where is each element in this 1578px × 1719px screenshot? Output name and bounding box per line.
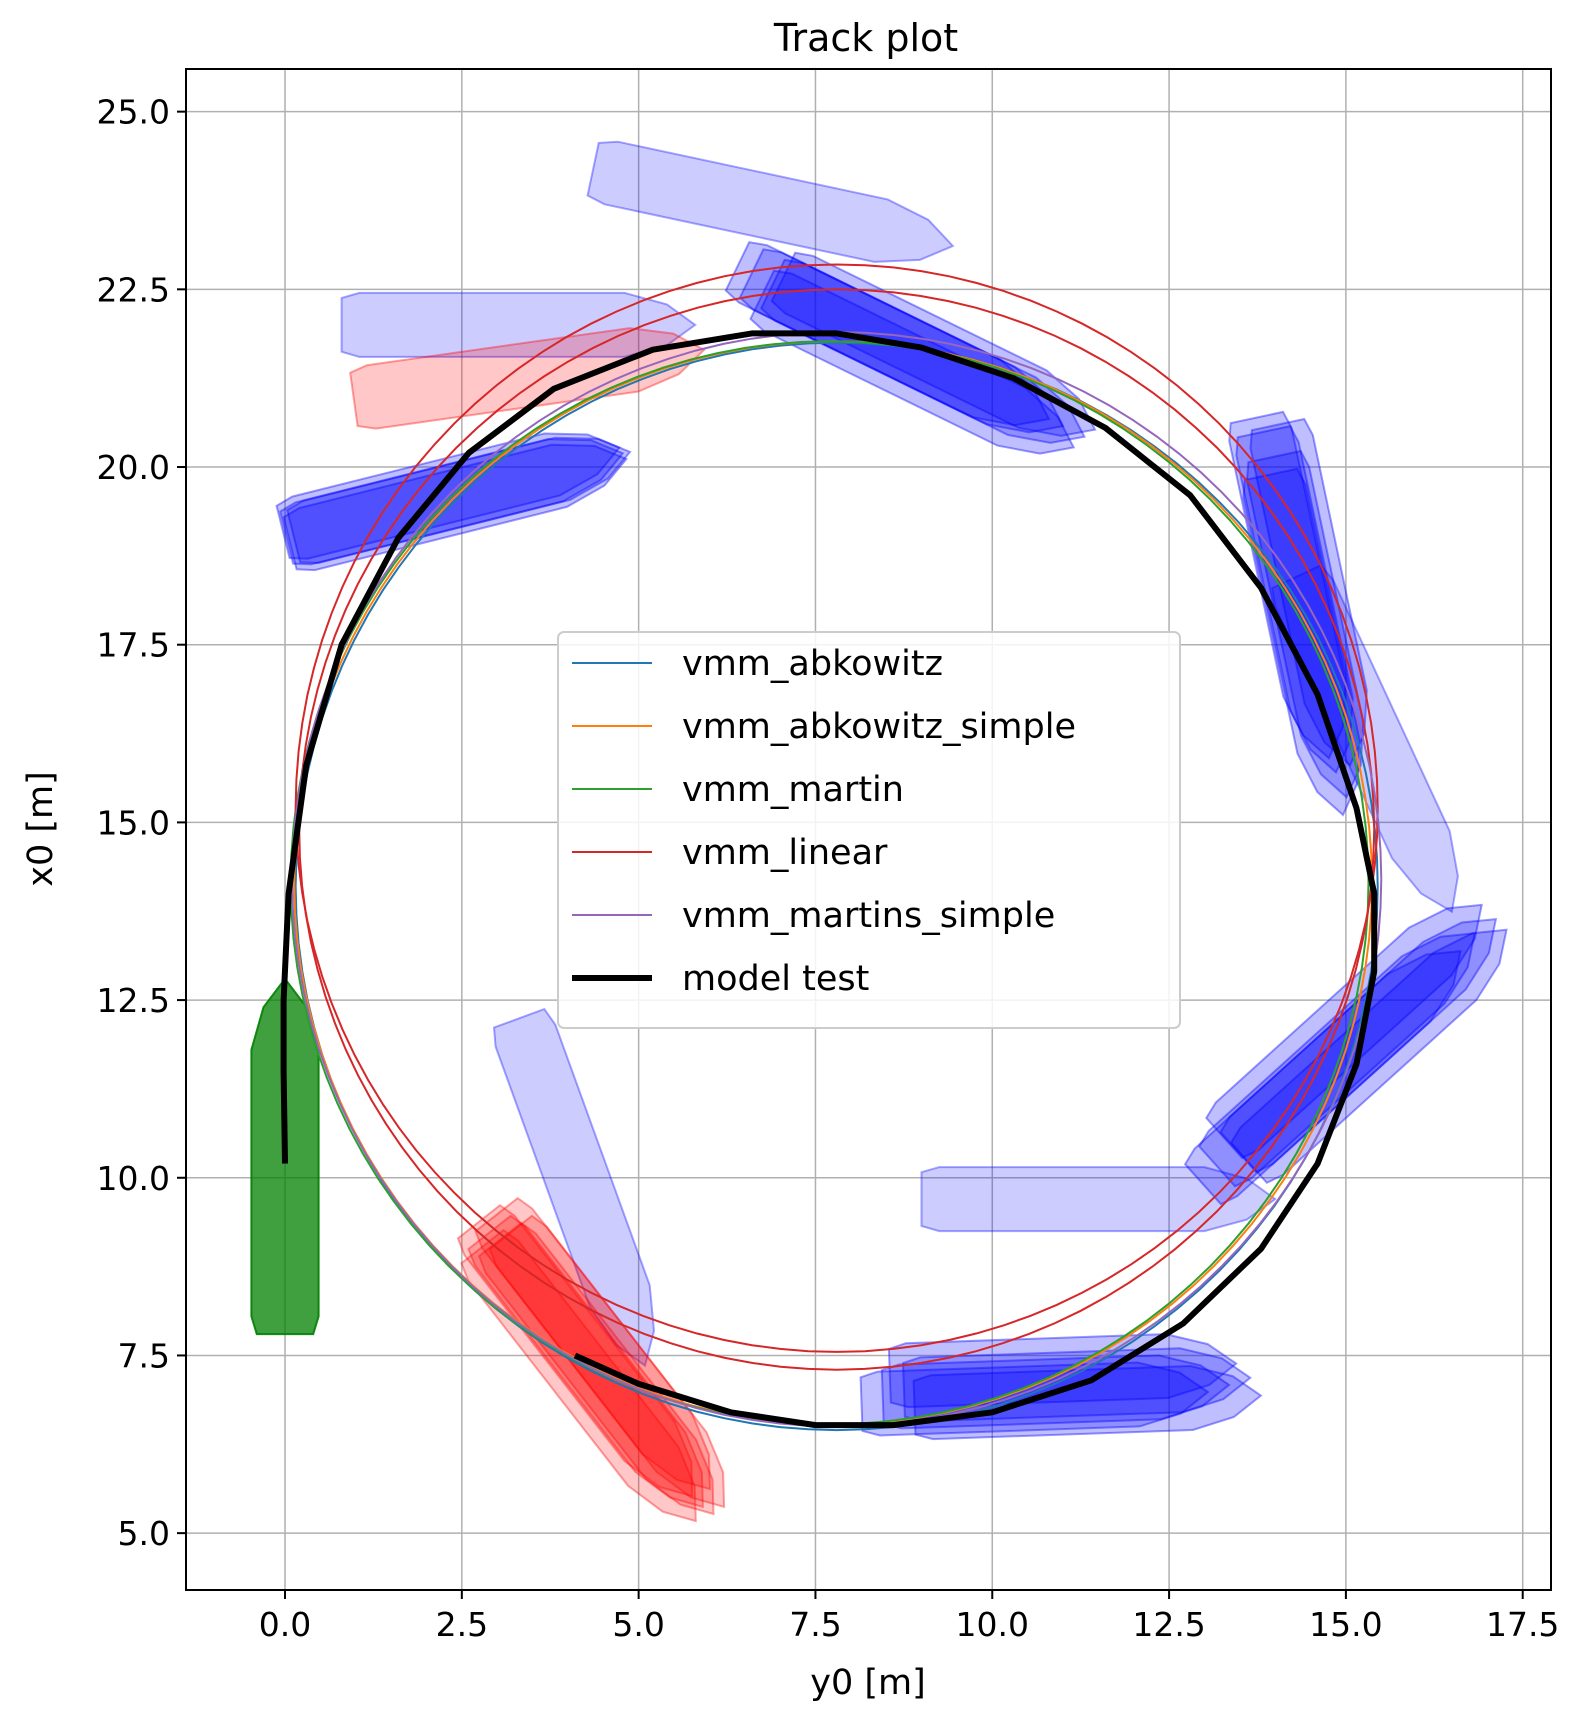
legend-label: vmm_martins_simple: [682, 896, 1055, 936]
legend-box: [557, 631, 1181, 1029]
y-tick-label: 12.5: [97, 981, 170, 1020]
x-axis-label: y0 [m]: [810, 1663, 926, 1703]
y-tick-label: 10.0: [97, 1159, 170, 1198]
y-tick-label: 5.0: [118, 1514, 170, 1553]
x-tick-label: 2.5: [436, 1605, 488, 1644]
x-tick-label: 15.0: [1309, 1605, 1382, 1644]
y-tick-label: 20.0: [97, 448, 170, 487]
legend: vmm_abkowitz vmm_abkowitz_simple vmm_marti…: [557, 631, 1181, 1029]
series-line-vmm-abkowitz-simple: [293, 340, 1374, 1426]
series-line-vmm-linear: [294, 263, 1379, 1353]
x-axis-ticks: 0.0 2.5 5.0 7.5 10.0 12.5 15.0 17.5: [259, 1590, 1559, 1644]
y-axis-label: x0 [m]: [21, 771, 61, 887]
ship-hull: [1197, 932, 1476, 1188]
chart-title: Track plot: [773, 16, 958, 60]
x-tick-label: 17.5: [1486, 1605, 1559, 1644]
ship-outlines: [250, 140, 1508, 1523]
y-tick-label: 7.5: [118, 1336, 170, 1375]
ship-hull: [770, 251, 1097, 437]
legend-label: vmm_linear: [682, 833, 888, 873]
ship-hull: [492, 1007, 656, 1368]
ship-hull: [586, 140, 955, 263]
ship-hull: [920, 1166, 1277, 1233]
y-tick-label: 25.0: [97, 93, 170, 132]
x-tick-label: 5.0: [612, 1605, 664, 1644]
ship-hull: [1249, 417, 1368, 767]
series-line-model-test: [280, 330, 1378, 1429]
ship-hull: [474, 1196, 712, 1491]
y-axis-ticks: 5.0 7.5 10.0 12.5 15.0 17.5 20.0 22.5 25.0: [97, 93, 186, 1553]
y-tick-label: 15.0: [97, 803, 170, 842]
ship-hull: [282, 443, 629, 572]
ship-hull: [1245, 449, 1365, 799]
ship-hull: [1271, 564, 1459, 914]
ship-hull: [456, 1203, 694, 1498]
series-lines: [280, 263, 1383, 1432]
legend-label: model test: [682, 959, 869, 999]
legend-label: vmm_abkowitz: [682, 644, 943, 684]
ship-hull: [460, 1228, 697, 1523]
y-tick-label: 17.5: [97, 626, 170, 665]
ship-hull: [349, 327, 706, 430]
ship-hull: [912, 1364, 1263, 1441]
x-tick-label: 10.0: [956, 1605, 1029, 1644]
legend-label: vmm_martin: [682, 770, 904, 810]
ship-hull: [1205, 903, 1483, 1160]
legend-label: vmm_abkowitz_simple: [682, 707, 1076, 747]
ship-hull: [759, 258, 1086, 444]
ship-hull: [1183, 949, 1462, 1206]
plot-frame: [185, 68, 1552, 1591]
ship-hull: [1229, 928, 1508, 1185]
x-tick-label: 7.5: [789, 1605, 841, 1644]
x-tick-label: 0.0: [259, 1605, 311, 1644]
x-tick-label: 12.5: [1132, 1605, 1205, 1644]
ship-hull: [286, 436, 632, 565]
y-tick-label: 22.5: [97, 270, 170, 309]
ship-hull: [488, 1214, 726, 1509]
